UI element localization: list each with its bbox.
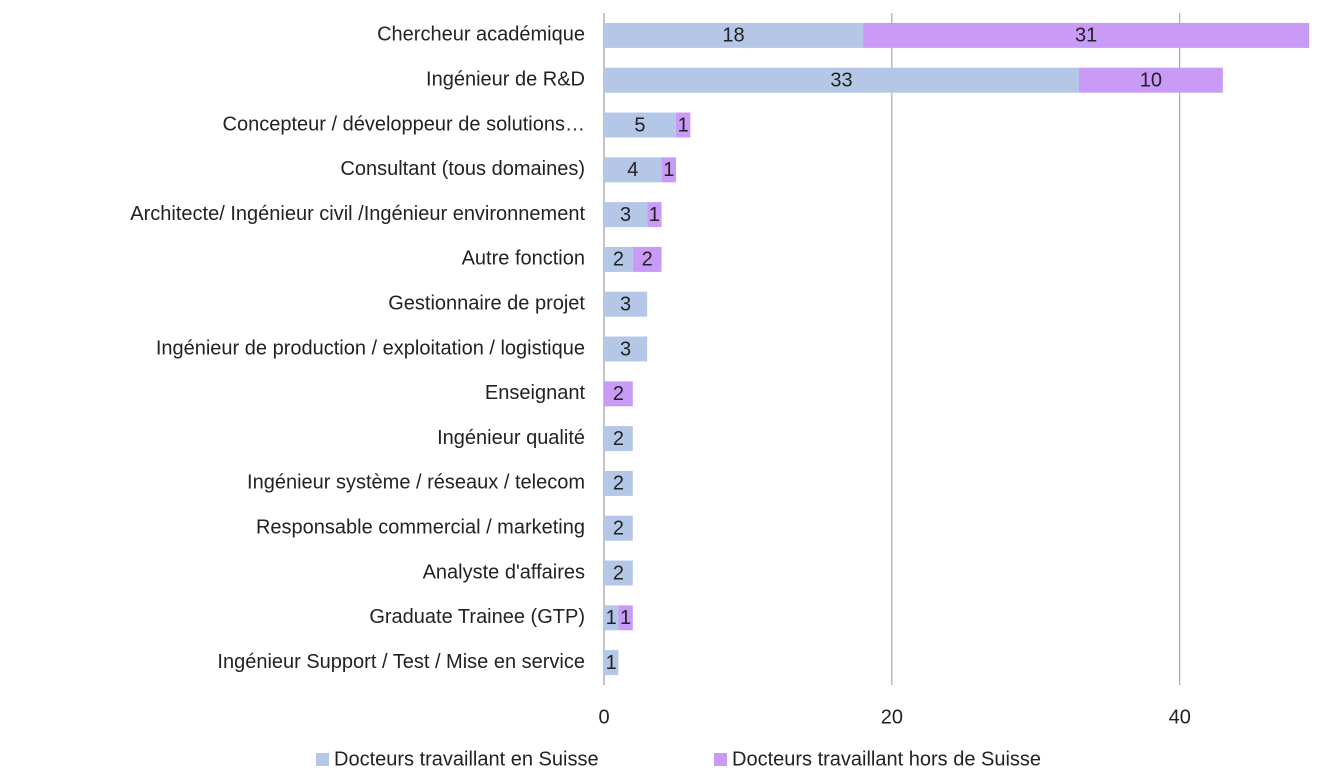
data-label: 1 [678,114,689,136]
data-label: 2 [613,517,624,539]
bar-segment [1078,67,1223,93]
bar-segment [604,336,648,362]
data-label: 33 [830,69,852,91]
data-label: 4 [627,159,638,181]
y-tick-label: Concepteur / développeur de solutions… [223,113,585,135]
data-label: 3 [620,204,631,226]
y-tick-label: Ingénieur Support / Test / Mise en servi… [217,651,585,673]
data-label: 1 [606,607,617,629]
y-tick-label: Gestionnaire de projet [388,292,585,314]
legend-label: Docteurs travaillant hors de Suisse [732,748,1041,770]
bar-segment [604,426,633,452]
bar-segment [604,157,662,183]
y-tick-label: Consultant (tous domaines) [340,158,585,180]
data-label: 18 [722,25,744,47]
bar-segment [604,112,676,138]
bar-segment [675,112,691,138]
bar-segment [604,560,633,586]
y-tick-label: Graduate Trainee (GTP) [369,606,585,628]
data-label: 2 [642,249,653,271]
y-tick-label: Ingénieur qualité [437,427,585,449]
data-label: 1 [606,652,617,674]
y-tick-label: Enseignant [485,382,586,404]
bar-segment [604,650,619,676]
y-tick-label: Chercheur académique [377,24,585,46]
data-label: 1 [620,607,631,629]
data-label: 1 [649,204,660,226]
data-label: 2 [613,249,624,271]
data-label: 2 [613,473,624,495]
bar-segment [647,202,662,228]
bar-segment [604,381,633,407]
legend-label: Docteurs travaillant en Suisse [334,748,599,770]
bar-segment [618,605,633,631]
bar-segment [604,202,648,228]
bar-segment [604,470,633,496]
y-tick-label: Autre fonction [462,248,585,270]
bar-segment [863,22,1310,48]
data-label: 31 [1075,25,1097,47]
y-tick-label: Architecte/ Ingénieur civil /Ingénieur e… [130,203,585,225]
bar-segment [604,515,633,541]
bar-segment [604,605,619,631]
bar-segment [661,157,676,183]
y-tick-label: Ingénieur système / réseaux / telecom [247,472,585,494]
x-tick-label: 20 [881,706,903,728]
x-tick-label: 40 [1169,706,1191,728]
bar-segment [632,246,662,272]
data-label: 10 [1140,69,1162,91]
y-tick-label: Analyste d'affaires [423,561,585,583]
bar-segment [604,67,1079,93]
y-tick-label: Responsable commercial / marketing [256,516,585,538]
x-tick-label: 0 [598,706,609,728]
data-label: 1 [663,159,674,181]
bar-segment [604,22,864,48]
legend-swatch [714,753,727,766]
data-label: 2 [613,428,624,450]
data-label: 3 [620,293,631,315]
data-label: 5 [634,114,645,136]
legend-swatch [316,753,329,766]
data-label: 2 [613,383,624,405]
bar-segment [604,246,633,272]
y-tick-label: Ingénieur de R&D [426,68,585,90]
y-tick-label: Ingénieur de production / exploitation /… [156,337,585,359]
data-label: 2 [613,562,624,584]
data-label: 3 [620,338,631,360]
bar-segment [604,291,648,317]
